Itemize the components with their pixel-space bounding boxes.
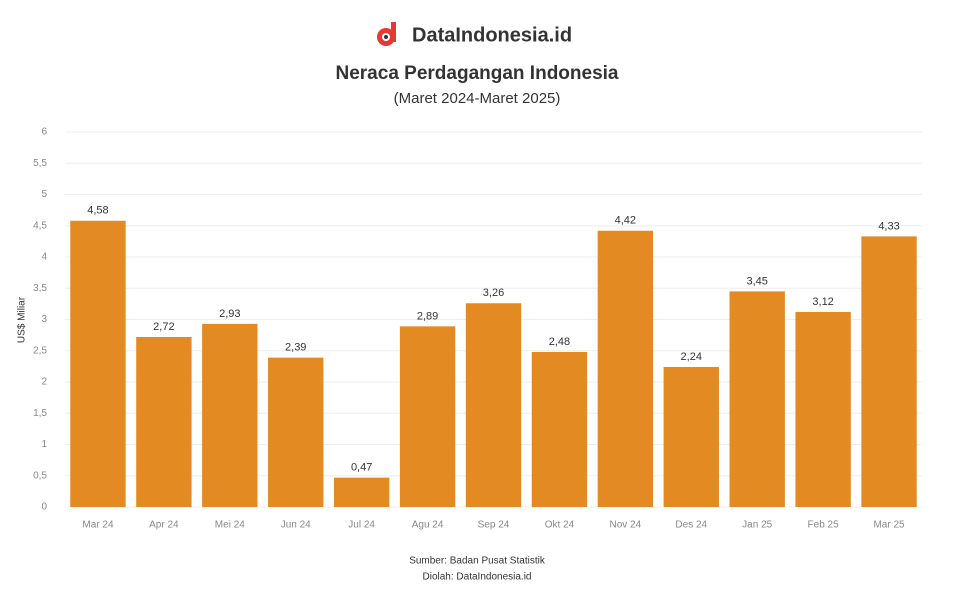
x-tick-label: Jan 25 [742,520,772,531]
x-tick-label: Sep 24 [478,520,510,531]
x-tick-label: Agu 24 [412,520,444,531]
bar [465,303,522,507]
value-label: 2,48 [549,336,570,348]
chart-subtitle: (Maret 2024-Maret 2025) [394,90,561,107]
y-tick-label: 1,5 [33,408,47,419]
y-axis-label: US$ Miliar [17,296,28,343]
bar [136,337,192,507]
y-tick-label: 2 [41,377,47,388]
x-tick-label: Mar 25 [873,520,905,531]
x-tick-label: Jul 24 [348,520,375,531]
y-tick-label: 6 [41,127,47,138]
x-tick-label: Des 24 [675,520,707,531]
x-tick-label: Mei 24 [215,520,245,531]
x-tick-label: Mar 24 [82,520,114,531]
bar [202,323,258,507]
x-tick-label: Jun 24 [281,520,311,531]
bar [531,352,588,507]
y-tick-label: 5 [41,189,47,200]
x-tick-label: Nov 24 [610,520,642,531]
logo-icon [377,22,396,46]
x-tick-label: Apr 24 [149,520,179,531]
value-label: 3,12 [812,296,833,308]
value-label: 4,33 [878,220,899,232]
y-tick-label: 3,5 [33,283,47,294]
value-label: 2,24 [681,351,702,363]
bar [268,357,324,507]
bar [663,367,719,507]
bar [729,291,785,507]
bar [795,312,851,507]
value-label: 3,45 [746,275,767,287]
source: Sumber: Badan Pusat Statistik [409,556,546,567]
value-label: 2,89 [417,310,438,322]
bar [70,220,126,507]
y-tick-label: 0 [41,502,47,513]
y-tick-label: 5,5 [33,158,47,169]
x-tick-label: Okt 24 [545,520,575,531]
value-label: 3,26 [483,287,504,299]
brand: DataIndonesia.id [412,24,572,46]
chart-title: Neraca Perdagangan Indonesia [336,63,619,84]
value-label: 0,47 [351,462,372,474]
bar [597,230,654,507]
x-tick-label: Feb 25 [808,520,840,531]
value-label: 4,42 [615,215,636,227]
bar [333,477,390,507]
bar [861,236,917,507]
bar [399,326,456,507]
note: Diolah: DataIndonesia.id [423,572,532,583]
y-tick-label: 1 [41,439,47,450]
y-tick-label: 4,5 [33,220,47,231]
value-label: 2,72 [153,321,174,333]
value-label: 2,39 [285,342,306,354]
value-label: 2,93 [219,308,240,320]
y-tick-label: 2,5 [33,345,47,356]
y-tick-label: 3 [41,314,47,325]
value-label: 4,58 [87,205,108,217]
y-tick-label: 4 [41,252,47,263]
y-tick-label: 0,5 [33,470,47,481]
